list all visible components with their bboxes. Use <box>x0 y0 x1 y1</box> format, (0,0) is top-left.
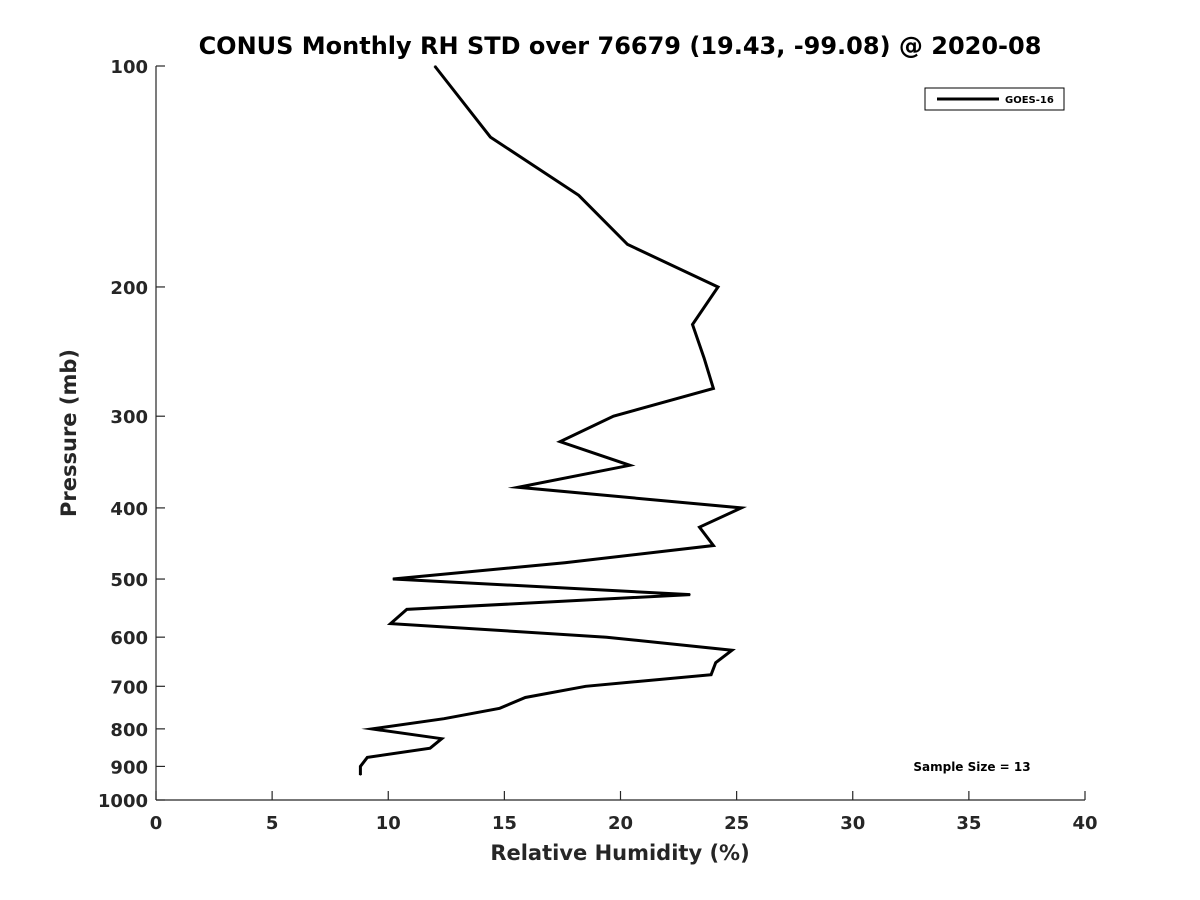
data-point <box>731 649 733 651</box>
data-point <box>429 747 431 749</box>
data-point <box>626 243 628 245</box>
data-point <box>578 194 580 196</box>
data-point <box>715 662 717 664</box>
legend-label-goes16: GOES-16 <box>1005 95 1054 106</box>
x-tick-label: 0 <box>150 813 163 834</box>
y-axis-ticks: 100 200 300 400 500 600 700 800 900 1000 <box>98 57 165 812</box>
data-point <box>406 608 408 610</box>
data-point <box>740 507 742 509</box>
legend: GOES-16 <box>924 87 1065 111</box>
data-point <box>585 685 587 687</box>
y-tick-label: 1000 <box>98 791 148 812</box>
y-tick-label: 600 <box>110 628 148 649</box>
data-point <box>434 65 436 67</box>
data-point <box>359 774 361 776</box>
x-tick-label: 25 <box>724 813 749 834</box>
x-tick-label: 20 <box>608 813 633 834</box>
data-point <box>559 441 561 443</box>
y-tick-label: 800 <box>110 720 148 741</box>
data-point <box>359 765 361 767</box>
data-point <box>689 594 691 596</box>
sample-size-annotation: Sample Size = 13 <box>913 760 1030 774</box>
x-tick-label: 15 <box>492 813 517 834</box>
x-tick-label: 40 <box>1072 813 1097 834</box>
x-tick-label: 35 <box>956 813 981 834</box>
y-tick-label: 200 <box>110 278 148 299</box>
data-point <box>443 718 445 720</box>
data-point <box>517 486 519 488</box>
data-point <box>613 415 615 417</box>
x-axis-label: Relative Humidity (%) <box>490 841 749 865</box>
y-axis-label: Pressure (mb) <box>57 349 81 517</box>
data-point <box>698 526 700 528</box>
data-point <box>390 623 392 625</box>
data-point <box>371 728 373 730</box>
y-tick-label: 700 <box>110 677 148 698</box>
chart-title: CONUS Monthly RH STD over 76679 (19.43, … <box>199 32 1042 60</box>
data-point <box>712 387 714 389</box>
series-line-0 <box>358 65 748 776</box>
data-point <box>499 707 501 709</box>
data-point <box>703 357 705 359</box>
y-tick-label: 400 <box>110 499 148 520</box>
data-point <box>441 738 443 740</box>
data-point <box>366 756 368 758</box>
data-point <box>629 464 631 466</box>
data-point <box>710 674 712 676</box>
data-point <box>712 544 714 546</box>
x-tick-label: 10 <box>376 813 401 834</box>
y-tick-label: 500 <box>110 570 148 591</box>
data-point <box>564 562 566 564</box>
series-group <box>358 65 748 776</box>
data-point <box>691 324 693 326</box>
y-tick-label: 300 <box>110 407 148 428</box>
data-point <box>392 578 394 580</box>
data-point <box>524 696 526 698</box>
x-tick-label: 5 <box>266 813 279 834</box>
data-point <box>717 286 719 288</box>
x-axis-ticks: 0 5 10 15 20 25 30 35 40 <box>150 791 1098 834</box>
data-point <box>489 136 491 138</box>
y-tick-label: 100 <box>110 57 148 78</box>
data-point <box>606 636 608 638</box>
x-tick-label: 30 <box>840 813 865 834</box>
y-tick-label: 900 <box>110 757 148 778</box>
